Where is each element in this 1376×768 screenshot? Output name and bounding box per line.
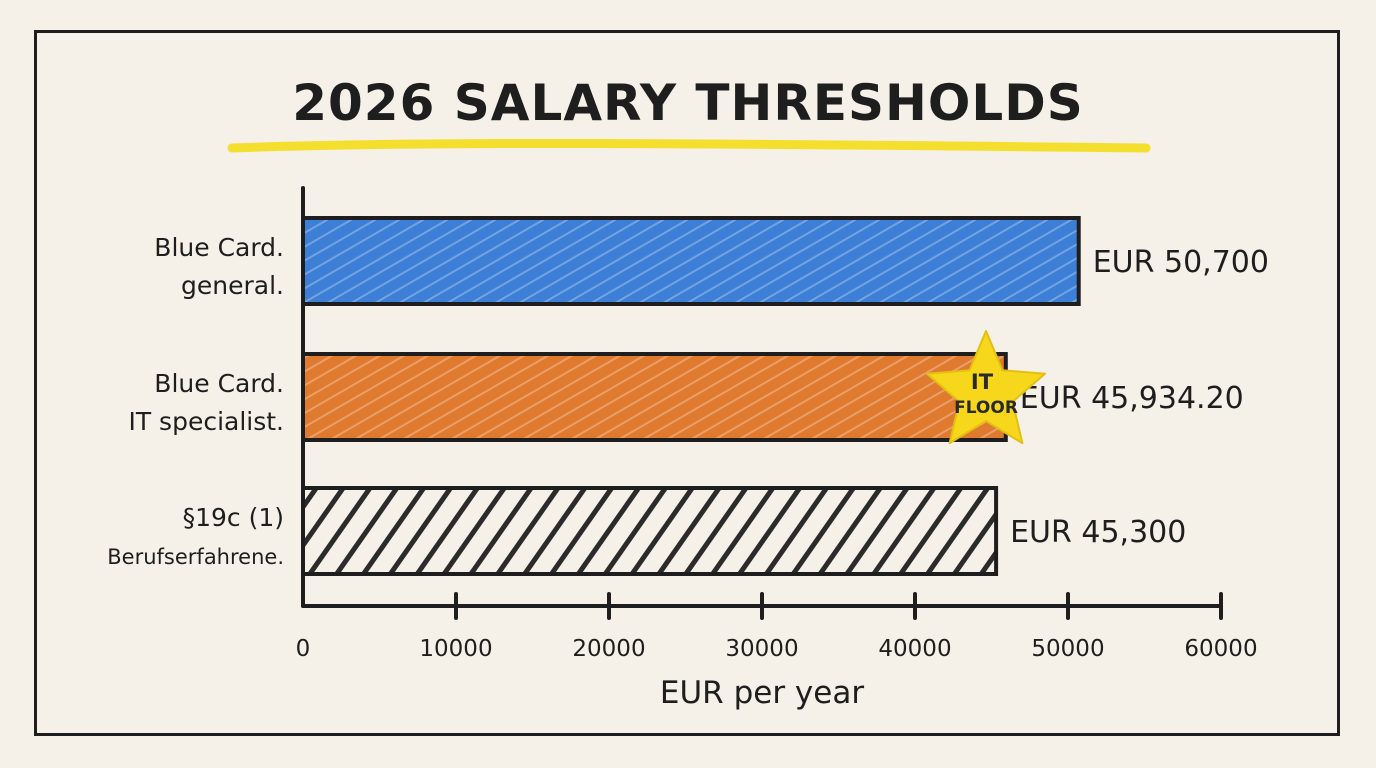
bar-value-label: EUR 45,300 bbox=[1010, 515, 1186, 550]
x-tick-label: 40000 bbox=[878, 636, 951, 662]
labels-layer: EUR 50,700 Blue Card. general. EUR 45,934.2… bbox=[107, 233, 1269, 569]
bars-layer bbox=[301, 216, 1081, 576]
x-tick-label: 10000 bbox=[419, 636, 492, 662]
category-label: general. bbox=[181, 271, 284, 300]
category-label: Blue Card. bbox=[154, 369, 284, 398]
it-floor-star: IT FLOOR bbox=[926, 330, 1046, 445]
bar-group bbox=[301, 486, 999, 576]
bar-value-label: EUR 50,700 bbox=[1093, 245, 1269, 280]
x-tick-label: 0 bbox=[296, 636, 311, 662]
x-axis: 0 10000 20000 30000 40000 50000 60000 bbox=[296, 186, 1258, 662]
x-tick-label: 50000 bbox=[1031, 636, 1104, 662]
bar bbox=[301, 486, 999, 576]
bar-group bbox=[301, 216, 1081, 306]
chart-title: 2026 SALARY THRESHOLDS bbox=[292, 74, 1084, 132]
x-tick-label: 20000 bbox=[572, 636, 645, 662]
bar-group bbox=[301, 352, 1008, 442]
category-label: Berufserfahrene. bbox=[107, 545, 284, 569]
chart-title-group: 2026 SALARY THRESHOLDS bbox=[227, 74, 1151, 153]
star-label: FLOOR bbox=[954, 398, 1018, 418]
x-tick-label: 60000 bbox=[1184, 636, 1257, 662]
category-label: IT specialist. bbox=[128, 407, 284, 436]
star-label: IT bbox=[971, 370, 994, 394]
x-axis-label: EUR per year bbox=[660, 675, 864, 711]
title-underline bbox=[227, 138, 1151, 153]
category-label: §19c (1) bbox=[183, 503, 284, 532]
bar-value-label: EUR 45,934.20 bbox=[1020, 381, 1244, 416]
bar bbox=[301, 352, 1008, 442]
bar bbox=[301, 216, 1081, 306]
x-tick-label: 30000 bbox=[725, 636, 798, 662]
star-icon bbox=[926, 330, 1046, 445]
category-label: Blue Card. bbox=[154, 233, 284, 262]
chart-frame bbox=[34, 30, 1340, 736]
